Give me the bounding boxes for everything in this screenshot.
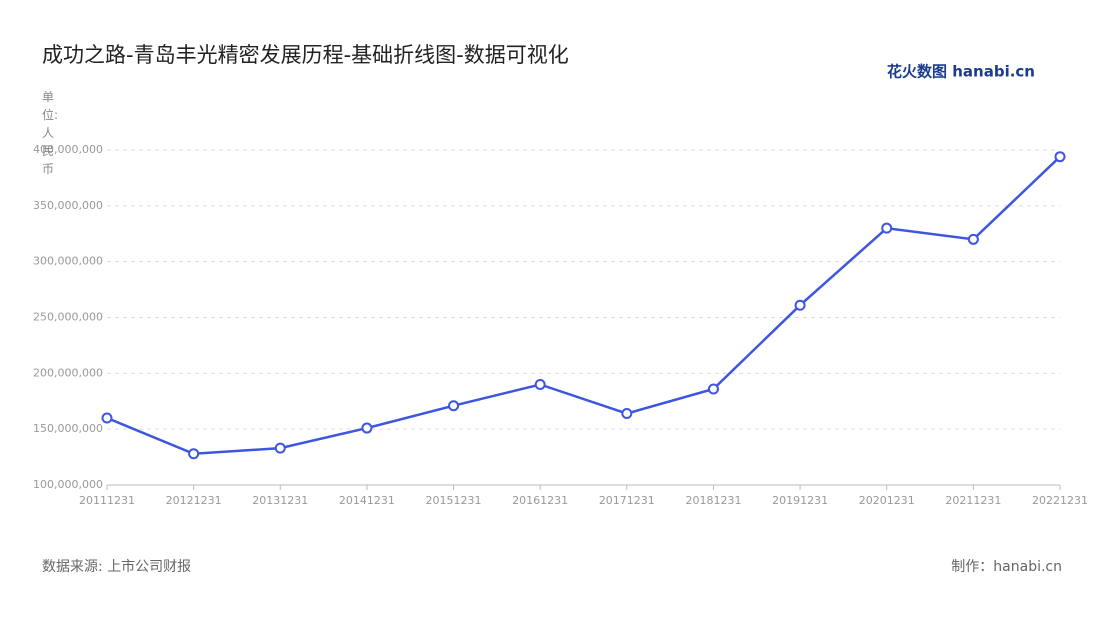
line <box>106 155 1061 455</box>
point <box>707 383 719 395</box>
x-tick-label: 20191231 <box>772 494 828 507</box>
x-tick-label: 20201231 <box>859 494 915 507</box>
x-tick-label: 20161231 <box>512 494 568 507</box>
point <box>1054 151 1066 163</box>
point <box>881 222 893 234</box>
point <box>448 400 460 412</box>
point <box>621 408 633 420</box>
credit: 制作：hanabi.cn <box>951 559 1062 575</box>
point <box>967 233 979 245</box>
logo: 花火数图 hanabi.cn <box>887 63 1035 81</box>
x-tick-label: 20131231 <box>252 494 308 507</box>
y-tick-label: 150,000,000 <box>33 422 103 435</box>
x-tick-label: 20171231 <box>599 494 655 507</box>
y-tick-label: 250,000,000 <box>33 311 103 324</box>
x-tick-label: 20151231 <box>426 494 482 507</box>
x-tick-label: 20121231 <box>166 494 222 507</box>
x-tick-label: 20221231 <box>1032 494 1088 507</box>
y-tick-label: 200,000,000 <box>33 366 103 379</box>
x-tick-label: 20211231 <box>945 494 1001 507</box>
y-tick-label: 350,000,000 <box>33 199 103 212</box>
y-tick-label: 100,000,000 <box>33 478 103 491</box>
x-tick-label: 20141231 <box>339 494 395 507</box>
x-tick-label: 20111231 <box>79 494 135 507</box>
point <box>101 412 113 424</box>
source: 数据来源: 上市公司财报 <box>42 558 191 575</box>
point <box>188 448 200 460</box>
point <box>534 379 546 390</box>
y-tick-label: 400,000,000 <box>33 143 103 156</box>
point <box>794 299 806 311</box>
x-tick-label: 20181231 <box>685 494 741 507</box>
chart-title: 成功之路-青岛丰光精密发展历程-基础折线图-数据可视化 <box>42 43 569 67</box>
y-tick-label: 300,000,000 <box>33 255 103 268</box>
point <box>274 442 286 454</box>
y-axis-label: 单位:人民币 <box>42 90 59 176</box>
point <box>361 422 373 434</box>
